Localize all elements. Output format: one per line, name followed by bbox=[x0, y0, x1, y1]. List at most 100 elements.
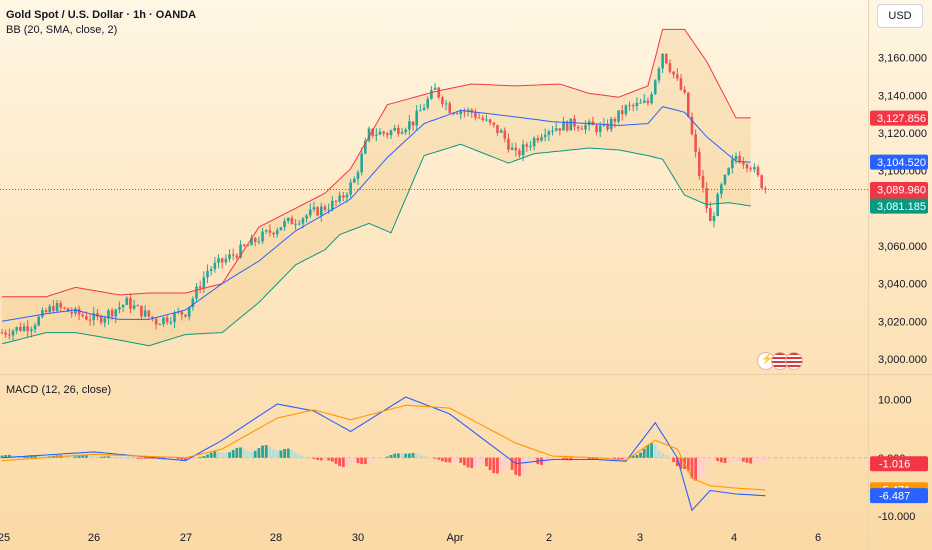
histogram-bar bbox=[763, 457, 767, 461]
candle-body bbox=[294, 223, 297, 225]
candle-body bbox=[26, 326, 29, 332]
candle-body bbox=[463, 111, 466, 113]
candle-body bbox=[558, 128, 562, 131]
macd-tick-label: 10.000 bbox=[878, 394, 912, 406]
bb-indicator-label[interactable]: BB (20, SMA, close, 2) bbox=[6, 24, 118, 36]
candle-body bbox=[125, 297, 129, 305]
histogram-bar bbox=[334, 457, 338, 464]
histogram-bar bbox=[378, 457, 382, 459]
histogram-bar bbox=[107, 456, 110, 458]
bb-lower-line bbox=[1, 143, 751, 347]
us-flag-icon[interactable] bbox=[785, 352, 803, 370]
histogram-bar bbox=[444, 457, 448, 463]
histogram-bar bbox=[404, 453, 408, 458]
histogram-bar bbox=[459, 457, 463, 463]
candle-body bbox=[48, 306, 52, 312]
candle-body bbox=[231, 254, 235, 256]
candle-body bbox=[448, 103, 452, 114]
histogram-bar bbox=[488, 457, 492, 470]
price-tick-label: 3,000.000 bbox=[878, 354, 927, 366]
candle-body bbox=[327, 209, 330, 211]
histogram-bar bbox=[103, 456, 107, 458]
candle-body bbox=[283, 221, 286, 228]
candle-body bbox=[466, 109, 470, 112]
histogram-bar bbox=[257, 448, 261, 458]
candle-body bbox=[731, 159, 734, 169]
candle-body bbox=[492, 122, 496, 125]
symbol-title[interactable]: Gold Spot / U.S. Dollar · 1h · OANDA bbox=[6, 9, 197, 21]
currency-button[interactable]: USD bbox=[877, 4, 923, 28]
histogram-bar bbox=[543, 457, 547, 465]
histogram-bar bbox=[407, 453, 411, 458]
candle-body bbox=[411, 121, 415, 126]
candle-body bbox=[246, 245, 250, 247]
histogram-bar bbox=[396, 453, 400, 458]
histogram-bar bbox=[525, 457, 529, 470]
candle-body bbox=[727, 168, 730, 175]
histogram-bar bbox=[745, 457, 749, 463]
candle-body bbox=[30, 329, 33, 332]
histogram-bar bbox=[730, 457, 734, 462]
candle-body bbox=[136, 305, 140, 307]
histogram-bar bbox=[367, 457, 371, 463]
histogram-bar bbox=[217, 451, 220, 458]
candle-body bbox=[239, 244, 242, 258]
histogram-bar bbox=[429, 457, 433, 459]
candle-body bbox=[345, 194, 349, 198]
candle-body bbox=[371, 128, 374, 136]
histogram-bar bbox=[283, 449, 286, 458]
histogram-bar bbox=[521, 457, 525, 475]
candle-body bbox=[683, 89, 686, 93]
candle-body bbox=[701, 176, 705, 188]
price-label-box bbox=[870, 110, 928, 126]
histogram-bar bbox=[92, 456, 96, 458]
candle-body bbox=[745, 164, 749, 169]
candle-body bbox=[591, 121, 595, 126]
candle-body bbox=[631, 105, 635, 107]
candle-body bbox=[154, 319, 158, 325]
histogram-bar bbox=[595, 457, 598, 460]
candle-body bbox=[521, 144, 525, 156]
candle-body bbox=[96, 313, 99, 317]
candle-body bbox=[114, 309, 118, 317]
histogram-bar bbox=[679, 457, 683, 469]
histogram-bar bbox=[631, 455, 635, 458]
time-tick-label: Apr bbox=[446, 532, 463, 544]
histogram-bar bbox=[180, 457, 184, 460]
histogram-bar bbox=[316, 457, 320, 460]
histogram-bar bbox=[261, 445, 264, 458]
candle-body bbox=[319, 206, 323, 216]
histogram-bar bbox=[345, 457, 349, 467]
histogram-bar bbox=[441, 457, 444, 462]
macd-legend: MACD (12, 26, close) bbox=[6, 383, 111, 398]
histogram-bar bbox=[477, 457, 481, 465]
candle-body bbox=[360, 153, 363, 173]
candle-body bbox=[397, 127, 400, 134]
histogram-bar bbox=[341, 457, 345, 468]
candle-body bbox=[433, 87, 437, 90]
bb-upper-line bbox=[2, 28, 751, 298]
histogram-bar bbox=[246, 450, 250, 458]
histogram-bar bbox=[496, 457, 499, 474]
time-tick-label: 3 bbox=[637, 532, 643, 544]
main-legend: Gold Spot / U.S. Dollar · 1h · OANDA BB … bbox=[6, 8, 196, 38]
candle-body bbox=[143, 310, 147, 317]
candle-body bbox=[639, 102, 642, 104]
histogram-bar bbox=[393, 453, 397, 458]
histogram-bar bbox=[653, 444, 657, 458]
histogram-bar bbox=[371, 457, 375, 461]
histogram-bar bbox=[209, 452, 213, 458]
histogram-bar bbox=[701, 457, 705, 473]
histogram-bar bbox=[481, 457, 485, 465]
candle-body bbox=[716, 194, 719, 217]
candle-body bbox=[59, 303, 63, 308]
candle-body bbox=[202, 277, 206, 289]
histogram-bar bbox=[121, 457, 125, 459]
candle-body bbox=[158, 324, 162, 326]
macd-indicator-label[interactable]: MACD (12, 26, close) bbox=[6, 384, 112, 396]
candle-body bbox=[386, 133, 389, 136]
time-tick-label: 2 bbox=[546, 532, 552, 544]
histogram-bar bbox=[0, 455, 4, 458]
histogram-bar bbox=[485, 457, 488, 467]
